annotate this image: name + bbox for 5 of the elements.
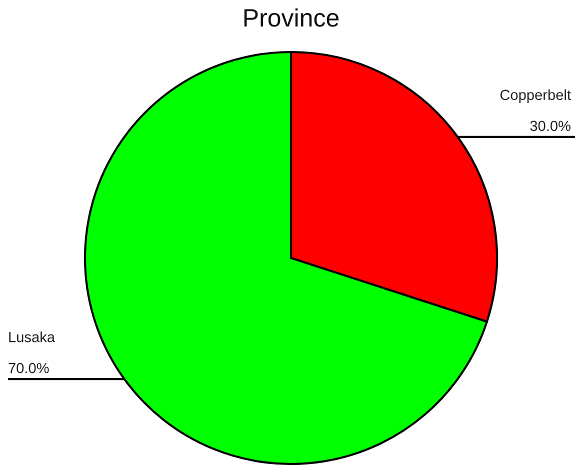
data-label: 30.0% bbox=[530, 120, 570, 132]
slice-label: Lusaka bbox=[9, 332, 56, 342]
chart-title: Province bbox=[244, 8, 339, 27]
slice-label: Copperbelt bbox=[500, 89, 571, 103]
data-label: 70.0% bbox=[8, 362, 49, 374]
